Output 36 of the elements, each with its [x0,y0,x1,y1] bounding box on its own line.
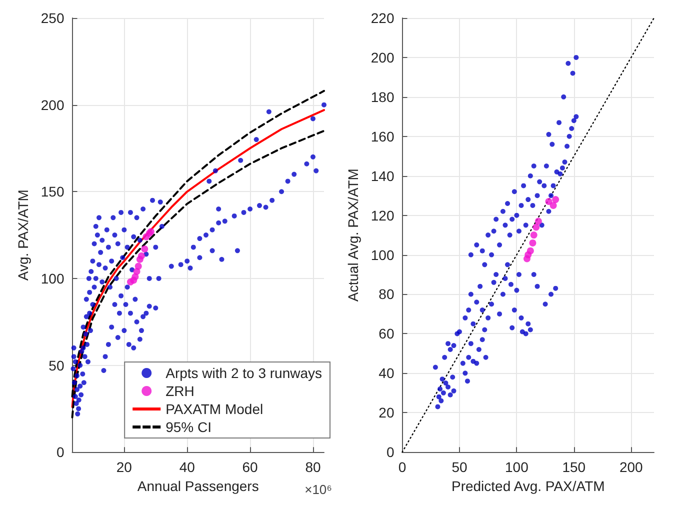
y-tick-label: 100 [40,270,64,286]
x-tick-label: 50 [452,459,468,476]
y-tick-label: 40 [378,365,394,382]
x-tick-label: 100 [505,459,529,476]
x-tick-label: 200 [619,459,644,476]
x-tick-label: 60 [242,459,258,476]
y-tick-label: 50 [48,357,64,374]
x-tick-label: 150 [562,459,586,476]
y-tick-label: 140 [370,168,394,184]
y-tick-label: 60 [378,326,394,342]
y-axis-title: Avg. PAX/ATM [15,190,31,281]
legend-label: PAXATM Model [166,401,264,417]
y-tick-label: 0 [386,444,394,460]
legend-label: Arpts with 2 to 3 runways [166,365,322,381]
y-tick-label: 200 [40,96,64,113]
text: ×10⁶ [304,482,332,497]
legend-label: ZRH [166,383,194,399]
y-tick-label: 80 [378,286,394,302]
y-tick-label: 200 [370,49,394,66]
y-tick-label: 250 [40,10,64,26]
x-axis-title: Predicted Avg. PAX/ATM [451,478,605,494]
x-axis-title: Annual Passengers [137,478,259,494]
y-tick-label: 0 [56,444,64,460]
y-tick-label: 160 [370,128,394,144]
legend-label: 95% CI [166,419,212,435]
y-tick-label: 20 [378,404,394,421]
x-tick-label: 40 [179,459,196,476]
x-tick-label: 80 [305,459,321,476]
y-tick-label: 180 [370,88,394,105]
y-tick-label: 100 [370,246,394,263]
x-tick-label: 0 [398,459,406,476]
x-tick-label: 20 [116,459,132,476]
y-tick-label: 120 [370,207,394,224]
y-tick-label: 150 [40,184,64,200]
y-axis-title: Actual Avg. PAX/ATM [345,168,361,302]
y-tick-label: 220 [370,10,394,26]
